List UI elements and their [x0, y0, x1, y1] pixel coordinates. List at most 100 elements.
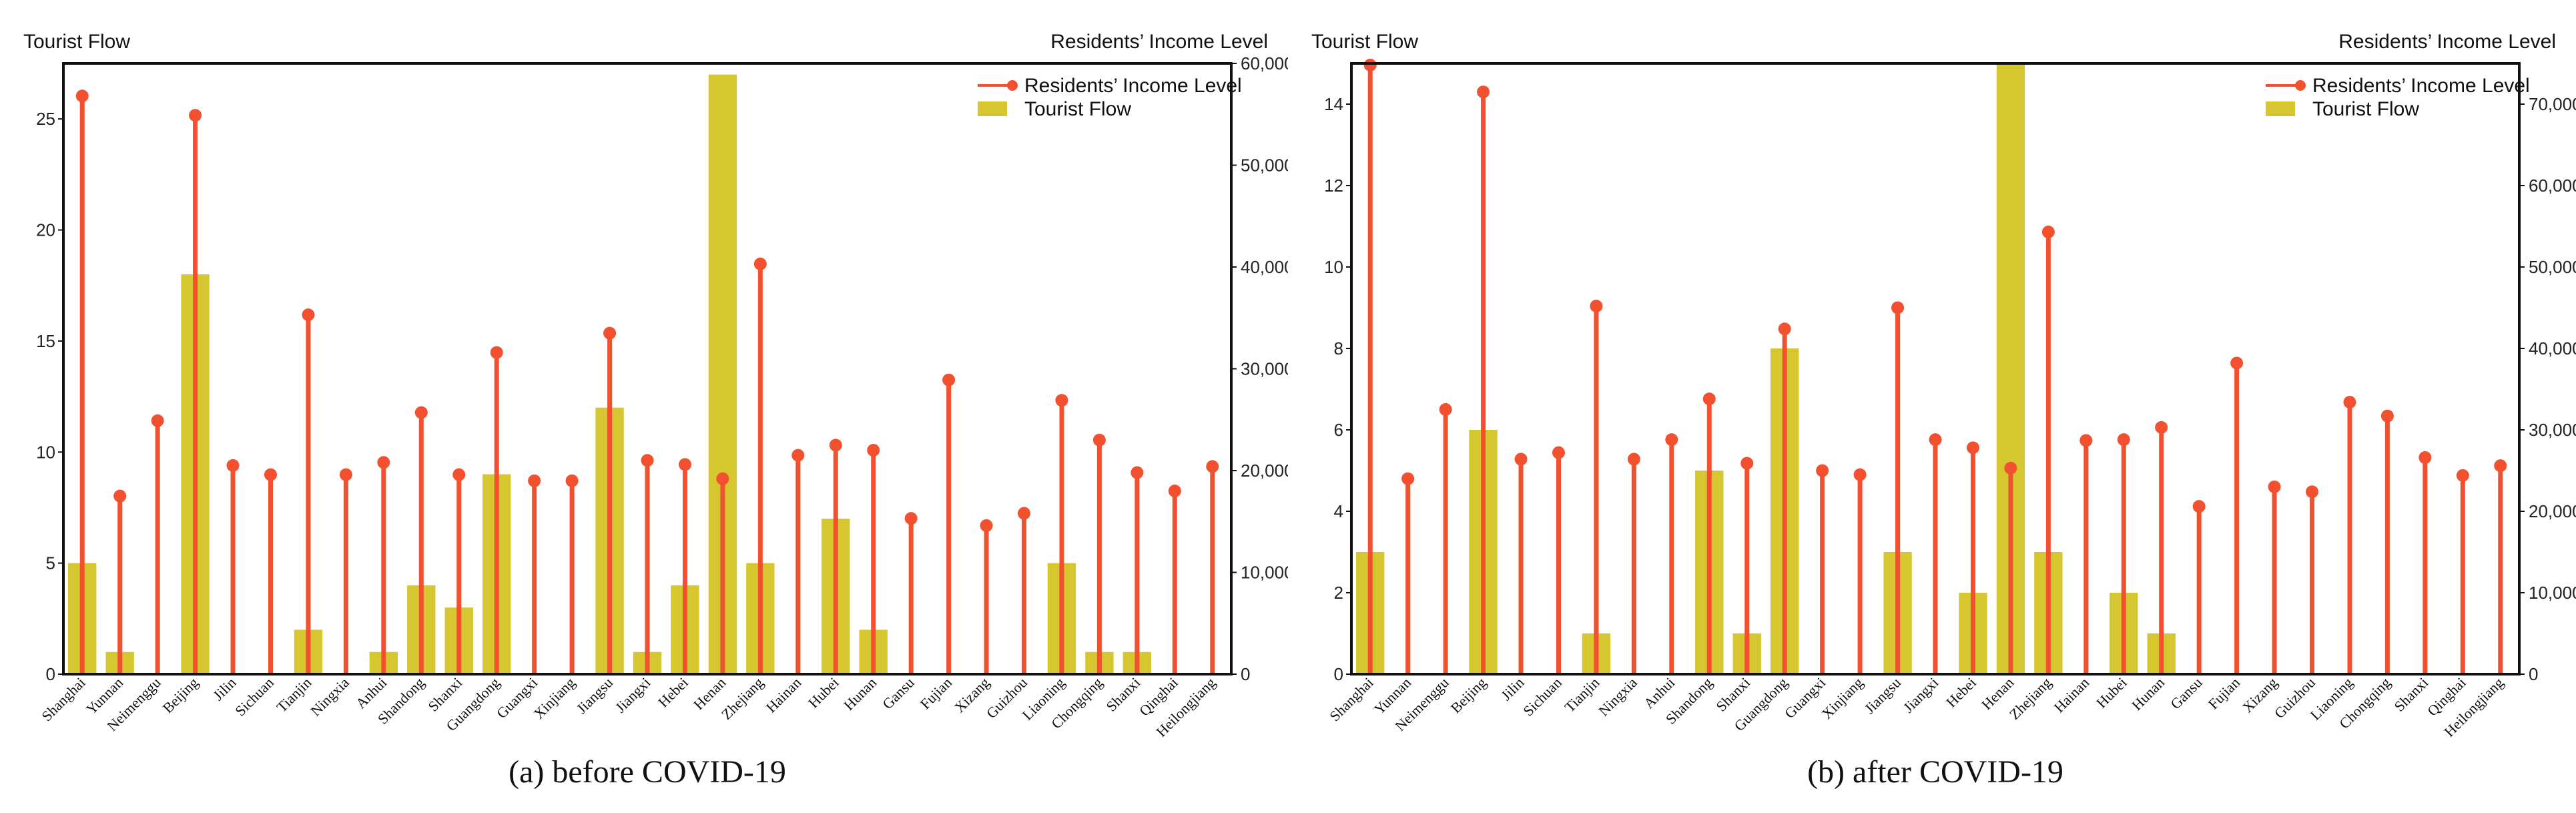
income-point	[113, 489, 127, 503]
income-point	[603, 326, 617, 340]
x-category-label: Hubei	[805, 674, 842, 712]
income-point	[528, 474, 541, 487]
income-point	[1401, 472, 1415, 485]
right-tick-label: 40,000	[1241, 257, 1288, 277]
chart-panel-after: Tourist Flow Residents’ Income Level 0 2 4 6 8…	[1288, 0, 2576, 813]
income-point	[339, 468, 352, 481]
income-point	[2117, 433, 2130, 447]
right-tick-label: 50,000	[2529, 257, 2576, 277]
right-tick-label: 30,000	[2529, 420, 2576, 440]
right-tick-label: 20,000	[1241, 461, 1288, 481]
x-category-label: Jiangsu	[1861, 674, 1904, 717]
income-point	[1552, 446, 1565, 459]
left-tick-label: 14	[1324, 94, 1343, 114]
income-point	[264, 468, 277, 481]
income-point	[1439, 403, 1452, 416]
left-axis-title: Tourist Flow	[23, 31, 130, 53]
legend-income-label: Residents’ Income Level	[2312, 75, 2530, 97]
x-category-label: Hainan	[763, 674, 805, 716]
chart-caption: (b) after COVID-19	[1807, 754, 2063, 790]
x-category-label: Jilin	[1498, 674, 1527, 704]
income-point	[2004, 461, 2017, 475]
legend-line-marker	[1007, 80, 1018, 91]
x-category-label: Sichuan	[1520, 674, 1565, 720]
x-category-label: Fujian	[917, 674, 955, 712]
income-point	[641, 454, 654, 467]
income-point	[2456, 469, 2469, 482]
legend-tourist-label: Tourist Flow	[2312, 98, 2419, 120]
left-tick-label: 10	[1324, 257, 1343, 277]
right-tick-label: 30,000	[1241, 359, 1288, 379]
income-point	[377, 456, 390, 469]
income-point	[1590, 300, 1603, 313]
chart-before-covid: Tourist Flow Residents’ Income Level05101…	[23, 31, 1288, 790]
income-point	[1018, 507, 1031, 520]
right-tick-label: 60,000	[2529, 176, 2576, 196]
right-tick-label: 0	[1241, 664, 1250, 684]
x-category-label: Hebei	[655, 674, 691, 711]
income-point	[1702, 392, 1716, 406]
left-tick-label: 5	[46, 553, 55, 573]
income-point	[867, 444, 880, 457]
right-tick-label: 60,000	[1241, 53, 1288, 73]
right-axis-title: Residents’ Income Level	[2338, 31, 2556, 53]
right-tick-label: 0	[2529, 664, 2538, 684]
right-tick-label: 20,000	[2529, 501, 2576, 521]
x-category-label: Xinjiang	[1819, 674, 1867, 722]
x-category-label: Fujian	[2205, 674, 2243, 712]
income-point	[2041, 226, 2055, 239]
left-tick-label: 8	[1334, 338, 1343, 358]
x-category-label: Hebei	[1943, 674, 1979, 711]
income-point	[1740, 457, 1754, 470]
income-point	[1055, 394, 1068, 407]
income-point	[1627, 453, 1640, 466]
x-category-label: Sichuan	[232, 674, 277, 720]
income-point	[189, 109, 202, 122]
legend-income-label: Residents’ Income Level	[1024, 75, 1242, 97]
x-category-label: Hunan	[840, 674, 880, 714]
income-point	[2079, 434, 2093, 447]
legend-line-marker	[2295, 80, 2306, 91]
income-point	[1514, 453, 1528, 466]
income-point	[1665, 433, 1678, 447]
chart-after-covid: Tourist Flow Residents’ Income Level02468…	[1311, 31, 2576, 790]
income-point	[1816, 464, 1829, 477]
income-point	[2306, 485, 2319, 499]
left-tick-label: 12	[1324, 176, 1343, 196]
x-category-label: Zhejiang	[2006, 674, 2055, 723]
left-tick-label: 25	[36, 109, 55, 129]
x-category-label: Beijing	[1447, 674, 1490, 716]
income-point	[1891, 301, 1905, 314]
income-point	[226, 459, 240, 472]
income-point	[2192, 500, 2206, 513]
income-point	[829, 439, 842, 452]
x-category-label: Hainan	[2051, 674, 2093, 716]
income-point	[2419, 451, 2432, 464]
left-tick-label: 15	[36, 331, 55, 351]
income-point	[452, 468, 466, 481]
right-tick-label: 70,000	[2529, 94, 2576, 114]
legend-tourist-label: Tourist Flow	[1024, 98, 1131, 120]
legend-bar-swatch	[2266, 101, 2295, 116]
x-category-label: Ningxia	[307, 674, 352, 720]
plot-frame	[62, 62, 1233, 675]
left-tick-label: 0	[1334, 664, 1343, 684]
income-point	[980, 519, 993, 532]
income-point	[716, 472, 729, 485]
legend-bar-swatch	[978, 101, 1007, 116]
income-point	[1363, 58, 1377, 71]
left-tick-label: 6	[1334, 420, 1343, 440]
chart-panel-before: Tourist Flow Residents’ Income Level 0 5 10 1…	[23, 31, 1288, 790]
income-point	[75, 89, 89, 103]
left-tick-label: 10	[36, 442, 55, 462]
income-point	[1131, 466, 1144, 479]
left-tick-label: 20	[36, 220, 55, 240]
left-axis-title: Tourist Flow	[1311, 31, 1418, 53]
x-category-label: Jiangxi	[1900, 674, 1942, 716]
income-point	[1092, 433, 1106, 447]
right-tick-label: 40,000	[2529, 338, 2576, 358]
x-category-label: Hunan	[2128, 674, 2168, 714]
income-point	[1168, 485, 1181, 497]
x-category-label: Hubei	[2093, 674, 2130, 712]
left-tick-label: 0	[46, 664, 55, 684]
